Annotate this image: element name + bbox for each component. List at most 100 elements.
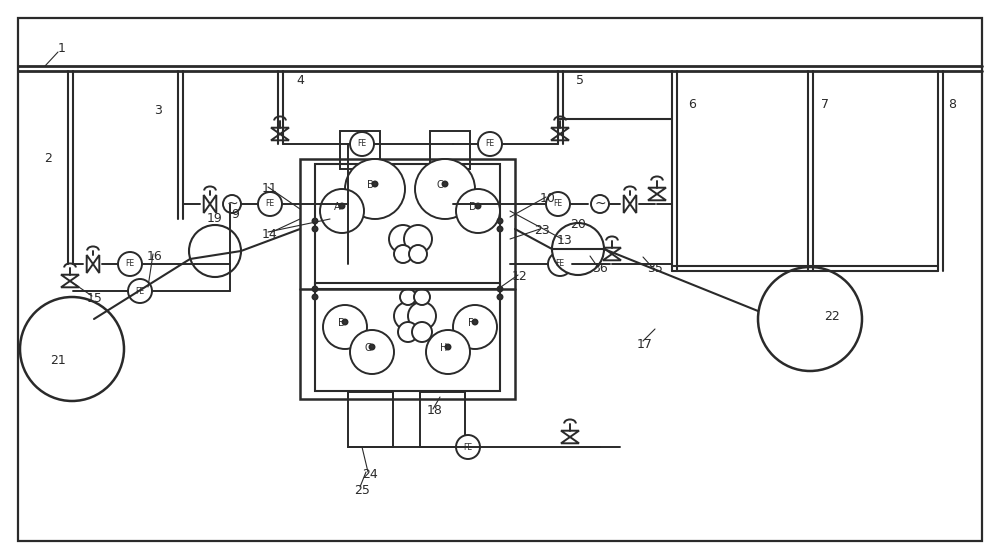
Text: 1: 1 [58, 42, 66, 55]
Text: FE: FE [265, 200, 275, 209]
Text: H: H [440, 343, 448, 353]
Circle shape [128, 279, 152, 303]
Circle shape [312, 295, 318, 300]
Circle shape [345, 159, 405, 219]
Text: 4: 4 [296, 74, 304, 88]
Text: 14: 14 [262, 228, 278, 240]
Circle shape [323, 305, 367, 349]
Text: 9: 9 [231, 207, 239, 220]
Text: ~: ~ [594, 197, 606, 211]
Text: 21: 21 [50, 354, 66, 367]
Circle shape [118, 252, 142, 276]
Circle shape [223, 195, 241, 213]
Text: G: G [364, 343, 372, 353]
Circle shape [412, 322, 432, 342]
Text: 19: 19 [207, 212, 223, 225]
Text: 23: 23 [534, 225, 550, 238]
Circle shape [498, 287, 503, 291]
Bar [340, 131, 380, 169]
Circle shape [389, 225, 417, 253]
Circle shape [498, 219, 503, 224]
Circle shape [591, 195, 609, 213]
Circle shape [320, 189, 364, 233]
Circle shape [498, 226, 503, 231]
Circle shape [546, 192, 570, 216]
Bar [300, 159, 515, 399]
Circle shape [258, 192, 282, 216]
Text: 36: 36 [592, 263, 608, 276]
Text: A: A [334, 202, 340, 212]
Text: 11: 11 [262, 182, 278, 196]
Circle shape [370, 344, 374, 349]
Circle shape [340, 203, 344, 209]
Circle shape [473, 320, 478, 325]
Text: F: F [468, 318, 474, 328]
Text: D: D [469, 202, 477, 212]
Text: 22: 22 [824, 310, 840, 324]
Circle shape [548, 252, 572, 276]
Text: 18: 18 [427, 405, 443, 418]
Circle shape [758, 267, 862, 371]
Text: FE: FE [463, 443, 473, 452]
Text: 35: 35 [647, 263, 663, 276]
Text: FE: FE [135, 287, 145, 296]
Text: E: E [338, 318, 344, 328]
Circle shape [442, 182, 448, 187]
Circle shape [415, 159, 475, 219]
Circle shape [426, 330, 470, 374]
Circle shape [456, 189, 500, 233]
Circle shape [350, 132, 374, 156]
Text: 8: 8 [948, 97, 956, 111]
Text: FE: FE [553, 200, 563, 209]
Circle shape [414, 289, 430, 305]
Bar [315, 164, 500, 289]
Circle shape [312, 287, 318, 291]
Bar [420, 392, 465, 447]
Bar [315, 283, 500, 391]
Circle shape [394, 245, 412, 263]
Circle shape [312, 219, 318, 224]
Text: FE: FE [485, 140, 495, 149]
Circle shape [456, 435, 480, 459]
Text: 12: 12 [512, 271, 528, 283]
Bar [430, 131, 470, 169]
Circle shape [446, 344, 450, 349]
Circle shape [408, 302, 436, 330]
Text: 13: 13 [557, 234, 573, 248]
Circle shape [20, 297, 124, 401]
Text: FE: FE [555, 259, 565, 268]
Circle shape [498, 295, 503, 300]
Text: 5: 5 [576, 74, 584, 88]
Bar [348, 392, 393, 447]
Circle shape [394, 302, 422, 330]
Circle shape [372, 182, 378, 187]
Circle shape [342, 320, 348, 325]
Circle shape [476, 203, 480, 209]
Text: ~: ~ [226, 197, 238, 211]
Text: C: C [437, 180, 443, 190]
Text: FE: FE [125, 259, 135, 268]
Text: 15: 15 [87, 292, 103, 306]
Circle shape [350, 330, 394, 374]
Circle shape [552, 223, 604, 275]
Circle shape [398, 322, 418, 342]
Circle shape [478, 132, 502, 156]
Text: 3: 3 [154, 105, 162, 117]
Text: 7: 7 [821, 97, 829, 111]
Circle shape [409, 245, 427, 263]
Circle shape [189, 225, 241, 277]
Text: 17: 17 [637, 338, 653, 350]
Text: 6: 6 [688, 97, 696, 111]
Text: 16: 16 [147, 250, 163, 263]
Text: B: B [367, 180, 373, 190]
Text: 10: 10 [540, 192, 556, 206]
Text: 2: 2 [44, 153, 52, 165]
Text: 20: 20 [570, 217, 586, 230]
Text: 24: 24 [362, 468, 378, 481]
Circle shape [453, 305, 497, 349]
Circle shape [404, 225, 432, 253]
Circle shape [312, 226, 318, 231]
Text: 25: 25 [354, 485, 370, 498]
Circle shape [400, 289, 416, 305]
Text: FE: FE [357, 140, 367, 149]
